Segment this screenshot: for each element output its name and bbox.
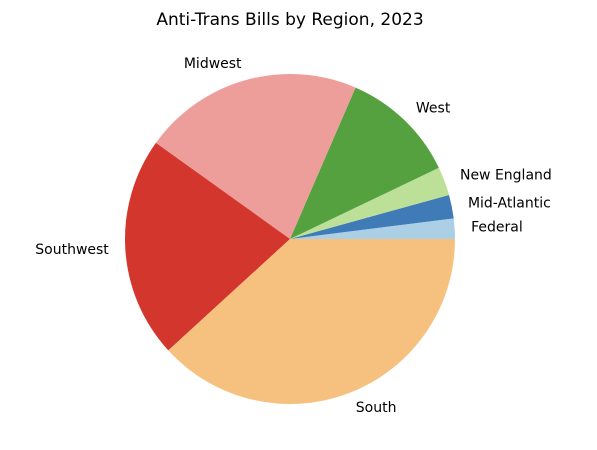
- pie-slice-west: [290, 87, 439, 239]
- pie-label-federal: Federal: [471, 220, 523, 236]
- pie-slice-mid-atlantic: [290, 194, 454, 239]
- pie-label-mid-atlantic: Mid-Atlantic: [468, 195, 551, 211]
- pie-label-south: South: [356, 400, 397, 416]
- pie-slice-midwest: [155, 74, 356, 239]
- pie-label-new-england: New England: [460, 167, 552, 183]
- pie-slice-south: [168, 239, 455, 405]
- pie-label-west: West: [416, 100, 451, 116]
- pie-label-southwest: Southwest: [35, 242, 109, 258]
- pie-slice-federal: [290, 218, 455, 239]
- pie-labels: Federal Mid-Atlantic New England West Midwes…: [35, 56, 552, 416]
- pie-slice-southwest: [125, 142, 290, 351]
- pie-slices: [125, 74, 455, 405]
- pie-slice-new-england: [290, 167, 450, 239]
- chart-title: Anti-Trans Bills by Region, 2023: [156, 10, 423, 30]
- pie-label-midwest: Midwest: [184, 56, 242, 72]
